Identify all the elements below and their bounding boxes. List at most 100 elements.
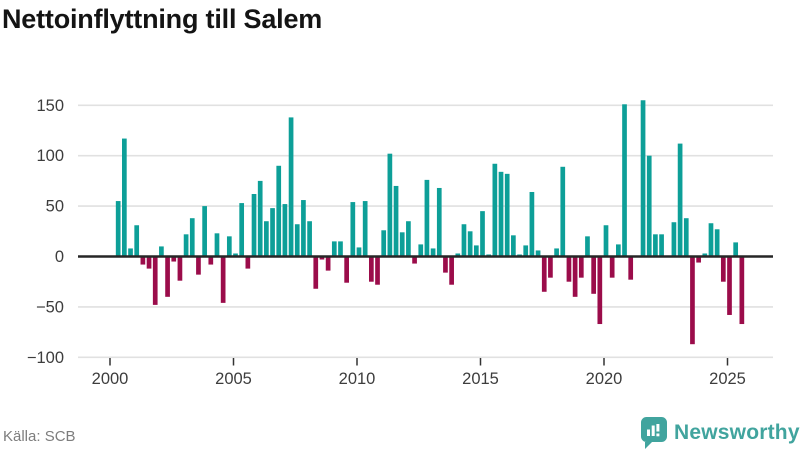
bar-2005-q2 xyxy=(239,203,245,257)
bar-2016-q1 xyxy=(504,173,510,257)
bar-2009-q2 xyxy=(338,241,343,257)
bar-2020-q2 xyxy=(609,256,615,278)
y-axis-label: −50 xyxy=(36,298,64,316)
bar-2024-q3 xyxy=(714,229,720,257)
bar-2018-q4 xyxy=(572,256,578,297)
bar-2007-q1 xyxy=(282,204,288,257)
bar-2011-q1 xyxy=(381,230,387,257)
bar-2011-q3 xyxy=(393,185,399,257)
bar-2014-q2 xyxy=(461,224,467,257)
bar-2015-q3 xyxy=(492,163,498,257)
bar-2008-q3 xyxy=(319,256,325,260)
bar-2017-q2 xyxy=(535,250,541,257)
bar-2010-q1 xyxy=(356,247,362,257)
bar-2020-q4 xyxy=(622,104,627,257)
bar-2008-q1 xyxy=(307,221,312,257)
bar-2011-q4 xyxy=(399,232,405,257)
bar-2004-q4 xyxy=(226,236,232,257)
bar-2019-q1 xyxy=(578,256,584,278)
bar-2008-q2 xyxy=(313,256,319,289)
bar-2021-q4 xyxy=(646,155,652,257)
bar-2002-q1 xyxy=(159,246,164,257)
bar-2001-q2 xyxy=(140,256,146,265)
bar-2012-q1 xyxy=(406,221,411,257)
bar-2007-q4 xyxy=(301,200,306,257)
chart-title: Nettoinflyttning till Salem xyxy=(2,4,323,34)
x-axis-label: 2015 xyxy=(462,370,499,388)
y-axis-label: 100 xyxy=(36,147,64,165)
bar-2016-q4 xyxy=(523,245,529,257)
bar-2000-q2 xyxy=(115,201,121,257)
bar-2024-q4 xyxy=(720,256,726,282)
bar-2005-q3 xyxy=(245,256,251,269)
bar-2006-q4 xyxy=(276,165,282,257)
bar-2001-q3 xyxy=(146,256,152,269)
bar-2018-q1 xyxy=(554,248,559,257)
source-label: Källa: SCB xyxy=(3,428,76,445)
newsworthy-wordmark: Newsworthy xyxy=(674,421,800,444)
bar-2017-q3 xyxy=(541,256,547,292)
bar-2009-q4 xyxy=(350,202,356,257)
x-axis-label: 2020 xyxy=(586,370,623,388)
bar-2004-q1 xyxy=(208,256,214,265)
bar-2006-q2 xyxy=(264,221,269,257)
bar-2025-q1 xyxy=(727,256,732,315)
bar-2009-q1 xyxy=(331,241,337,257)
bar-2005-q4 xyxy=(251,194,257,257)
bar-2010-q2 xyxy=(362,201,368,257)
bar-2016-q2 xyxy=(511,235,516,257)
bar-2015-q1 xyxy=(480,211,485,257)
bar-2012-q2 xyxy=(412,256,417,264)
bar-2022-q1 xyxy=(653,234,658,257)
bar-2004-q3 xyxy=(220,256,226,303)
bar-2002-q2 xyxy=(165,256,170,297)
bar-2012-q3 xyxy=(418,244,424,257)
bar-2021-q1 xyxy=(628,256,634,280)
bar-2000-q3 xyxy=(122,138,127,257)
bar-2019-q4 xyxy=(597,256,603,325)
newsworthy-logo: Newsworthy xyxy=(641,417,800,449)
bar-2023-q1 xyxy=(677,143,683,257)
newsworthy-icon xyxy=(641,417,667,449)
bar-2025-q3 xyxy=(739,256,745,325)
bar-2003-q1 xyxy=(183,234,189,257)
bar-2013-q4 xyxy=(449,256,454,285)
bar-2001-q1 xyxy=(134,225,140,257)
bar-2017-q4 xyxy=(548,256,553,278)
bar-2012-q4 xyxy=(424,179,430,257)
bar-2015-q4 xyxy=(498,171,504,257)
bar-2006-q1 xyxy=(257,180,263,257)
bar-2013-q3 xyxy=(443,256,448,273)
x-axis-label: 2010 xyxy=(339,370,376,388)
bar-2023-q3 xyxy=(690,256,695,345)
bar-2013-q2 xyxy=(436,187,442,257)
bar-2002-q4 xyxy=(177,256,183,281)
bar-2018-q2 xyxy=(560,166,566,257)
bar-2014-q4 xyxy=(473,245,479,257)
y-axis-label: 0 xyxy=(55,248,64,266)
bar-2014-q1 xyxy=(455,253,461,257)
bar-2008-q4 xyxy=(325,256,331,271)
bar-2023-q2 xyxy=(683,218,689,257)
bar-2003-q4 xyxy=(202,206,207,257)
bar-2023-q4 xyxy=(696,256,701,263)
y-axis-label: 50 xyxy=(46,198,64,216)
bar-2003-q3 xyxy=(196,256,201,275)
x-axis-label: 2000 xyxy=(92,370,129,388)
bar-2022-q2 xyxy=(659,234,664,257)
bar-2007-q3 xyxy=(294,224,300,257)
bar-2006-q3 xyxy=(270,208,275,257)
bar-2000-q4 xyxy=(128,248,133,257)
bar-2004-q2 xyxy=(214,233,220,257)
x-axis-label: 2025 xyxy=(709,370,746,388)
bar-2002-q3 xyxy=(171,256,177,262)
bar-2010-q3 xyxy=(369,256,374,282)
bar-2022-q4 xyxy=(671,222,677,257)
bar-2013-q1 xyxy=(430,248,436,257)
bar-2025-q2 xyxy=(733,242,739,257)
bar-2010-q4 xyxy=(375,256,380,285)
bar-2021-q3 xyxy=(640,100,646,257)
bar-2005-q1 xyxy=(233,253,238,257)
